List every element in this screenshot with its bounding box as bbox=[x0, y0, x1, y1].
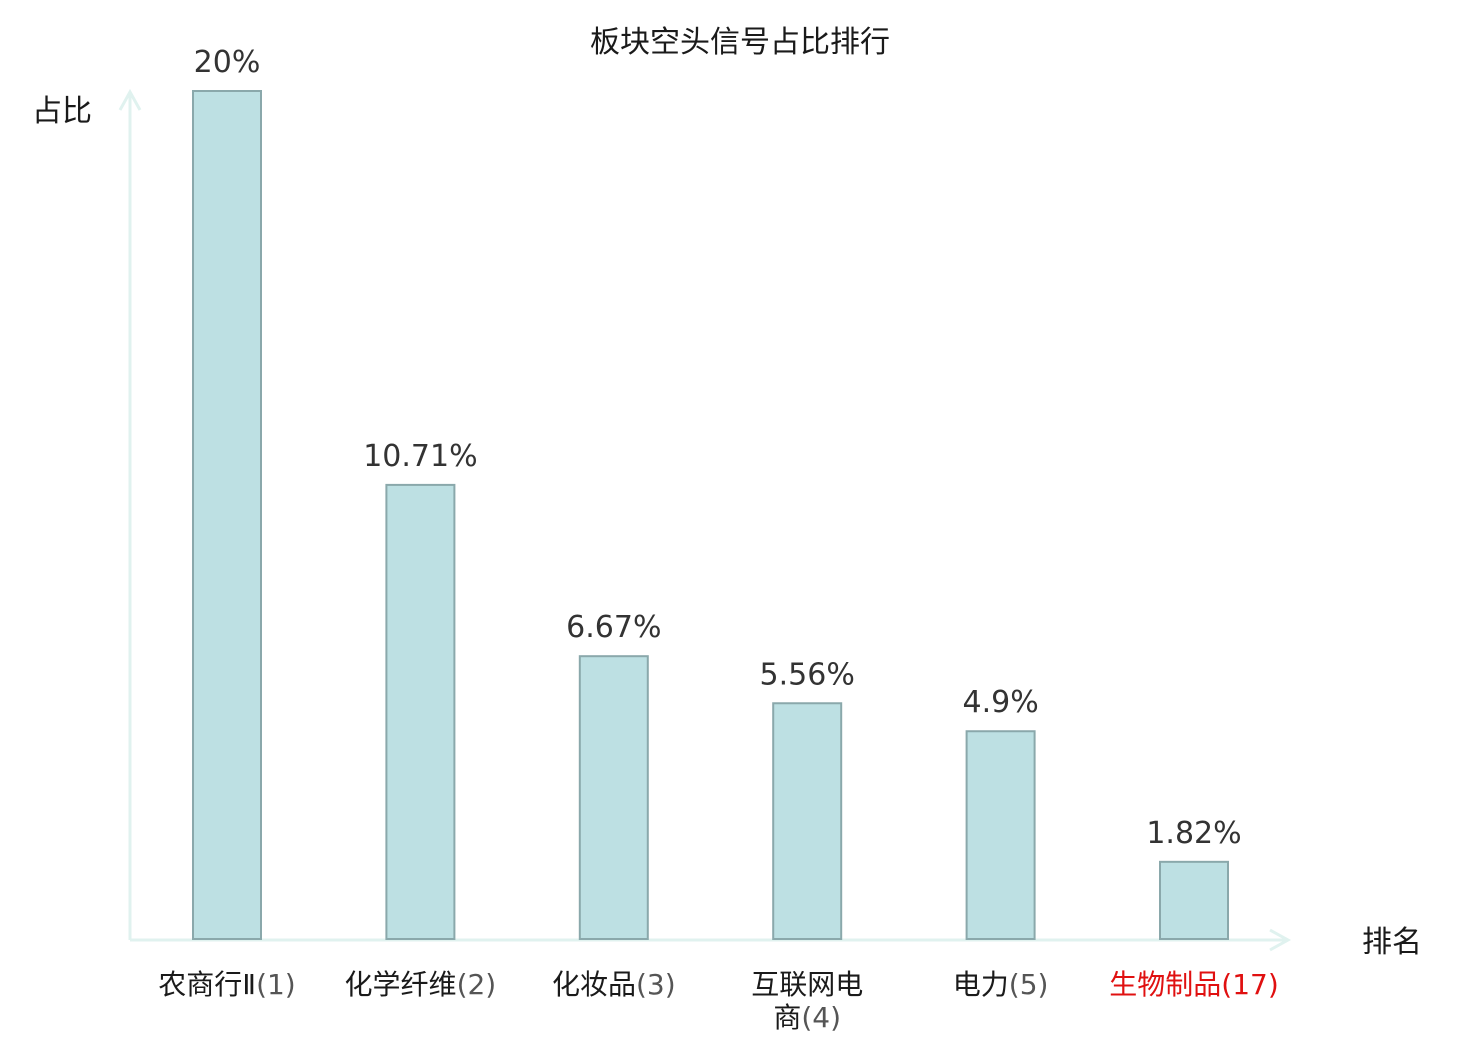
category-label: 化妆品(3) bbox=[552, 968, 676, 1001]
x-axis-arrow-icon bbox=[1269, 928, 1292, 952]
bars-group bbox=[192, 90, 1229, 941]
y-axis-arrow-icon bbox=[118, 88, 142, 111]
bar-value-label: 20% bbox=[194, 45, 261, 80]
category-label: 农商行Ⅱ(1) bbox=[158, 968, 295, 1001]
x-axis bbox=[130, 928, 1292, 952]
bar-value-label: 1.82% bbox=[1146, 816, 1241, 851]
category-label: 生物制品(17) bbox=[1109, 968, 1279, 1001]
bar bbox=[1159, 860, 1229, 940]
bar bbox=[385, 483, 456, 940]
category-label: 互联网电 bbox=[751, 968, 863, 1001]
bar-value-label: 6.67% bbox=[566, 610, 661, 645]
bar-value-label: 4.9% bbox=[962, 685, 1038, 720]
y-axis-label: 占比 bbox=[32, 94, 92, 129]
chart-title: 板块空头信号占比排行 bbox=[590, 25, 890, 60]
bar-value-label: 10.71% bbox=[363, 439, 477, 474]
bar bbox=[772, 702, 843, 940]
bar-value-label: 5.56% bbox=[760, 657, 855, 692]
bar bbox=[192, 90, 262, 940]
x-axis-label: 排名 bbox=[1362, 925, 1422, 960]
bar bbox=[965, 730, 1036, 940]
category-label: 化学纤维(2) bbox=[345, 968, 497, 1001]
y-axis bbox=[118, 88, 142, 940]
bar bbox=[578, 655, 649, 941]
value-labels-group: 20% 10.71% 6.67% 5.56% 4.9% 1.82% bbox=[194, 45, 1242, 851]
category-label: 电力(5) bbox=[953, 968, 1049, 1001]
category-label: 商(4) bbox=[773, 1001, 841, 1034]
